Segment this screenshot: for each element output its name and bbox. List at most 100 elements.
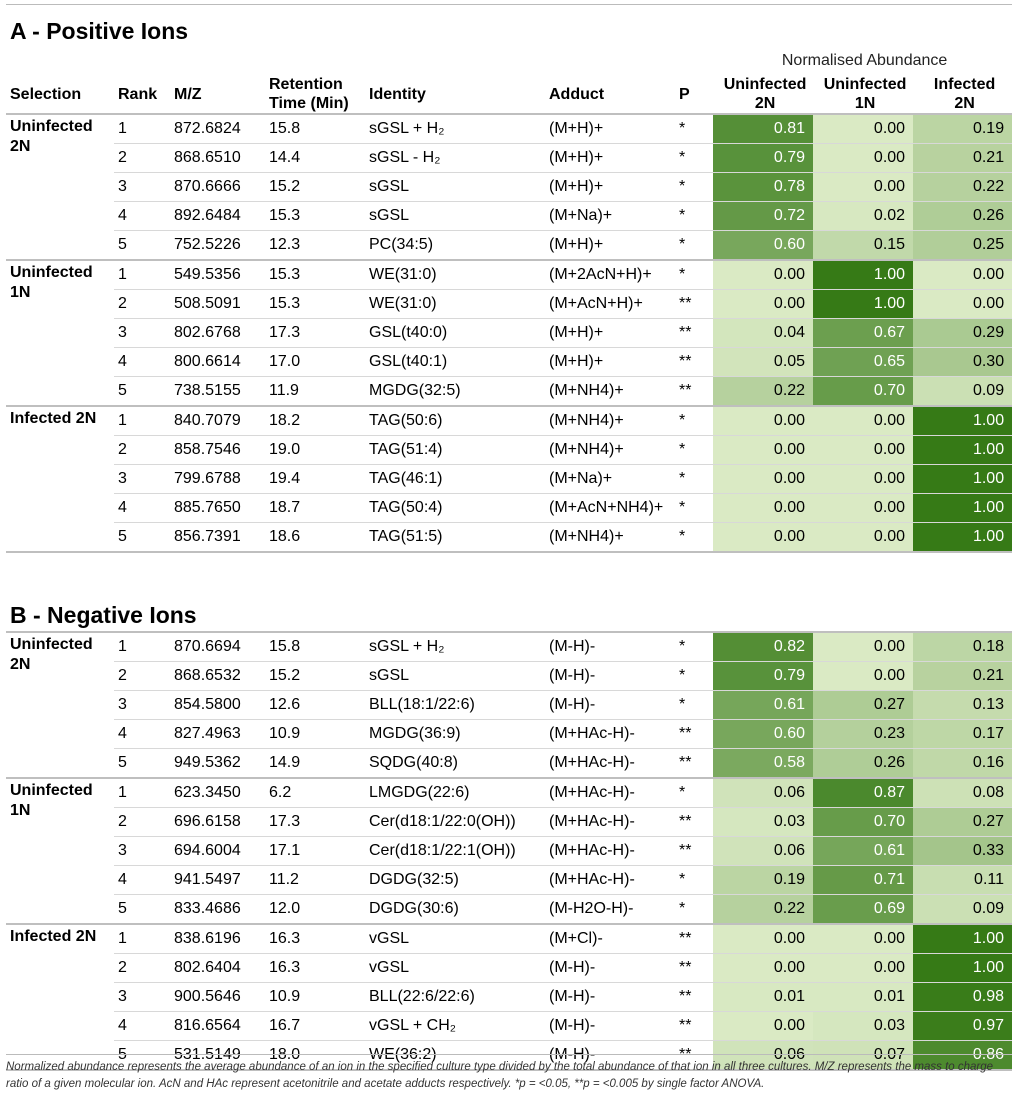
uninfected-2n-value: 0.78 — [713, 172, 814, 202]
p-value-cell: * — [675, 260, 714, 290]
adduct-cell: (M+NH4)+ — [545, 522, 675, 553]
mz-cell: 696.6158 — [170, 807, 265, 837]
identity-cell: vGSL — [365, 924, 545, 954]
infected-2n-value: 0.00 — [913, 260, 1013, 290]
mz-cell: 868.6532 — [170, 661, 265, 691]
uninfected-2n-value: 0.72 — [713, 201, 814, 231]
uninfected-1n-value: 0.00 — [813, 632, 913, 662]
adduct-cell: (M+Na)+ — [545, 464, 675, 494]
retention-time-cell: 19.0 — [265, 435, 365, 465]
retention-time-cell: 16.7 — [265, 1011, 365, 1041]
p-value-cell: ** — [675, 836, 713, 866]
infected-2n-value: 1.00 — [913, 406, 1013, 436]
rank-cell: 2 — [114, 435, 170, 465]
adduct-cell: (M-H)- — [545, 690, 675, 720]
normalised-header-row: Normalised Abundance — [6, 47, 1012, 75]
adduct-cell: (M-H2O-H)- — [545, 894, 675, 925]
rank-cell: 1 — [114, 778, 170, 808]
table-row: 5 833.4686 12.0 DGDG(30:6) (M-H2O-H)- * 0.22 0.… — [6, 894, 1012, 925]
adduct-cell: (M+NH4)+ — [545, 435, 675, 465]
infected-2n-value: 0.26 — [913, 201, 1013, 231]
retention-time-cell: 10.9 — [265, 719, 365, 749]
uninfected-2n-value: 0.06 — [713, 836, 813, 866]
infected-2n-value: 0.09 — [913, 376, 1013, 407]
uninfected-1n-value: 0.69 — [813, 894, 913, 925]
col-identity: Identity — [365, 75, 545, 115]
uninfected-2n-value: 0.60 — [713, 719, 813, 749]
identity-cell: SQDG(40:8) — [365, 748, 545, 779]
p-value-cell: * — [675, 406, 714, 436]
infected-2n-value: 0.97 — [913, 1011, 1012, 1041]
retention-time-cell: 15.3 — [265, 201, 365, 231]
mz-cell: 840.7079 — [170, 406, 265, 436]
uninfected-1n-value: 1.00 — [813, 260, 914, 290]
top-rule — [6, 4, 1012, 5]
col-u2n-line1: Uninfected — [723, 76, 807, 93]
mz-cell: 870.6694 — [170, 632, 265, 662]
identity-cell: vGSL + CH₂ — [365, 1011, 545, 1041]
rank-cell: 2 — [114, 289, 170, 319]
retention-time-cell: 10.9 — [265, 982, 365, 1012]
mz-cell: 752.5226 — [170, 230, 265, 261]
uninfected-2n-value: 0.00 — [713, 260, 814, 290]
adduct-cell: (M-H)- — [545, 632, 675, 662]
uninfected-2n-value: 0.04 — [713, 318, 814, 348]
p-value-cell: * — [675, 493, 714, 523]
identity-cell: GSL(t40:0) — [365, 318, 545, 348]
uninfected-1n-value: 0.03 — [813, 1011, 913, 1041]
col-uninfected-1n: Uninfected 1N — [813, 75, 914, 115]
mz-cell: 827.4963 — [170, 719, 265, 749]
p-value-cell: * — [675, 522, 714, 553]
adduct-cell: (M+H)+ — [545, 172, 675, 202]
adduct-cell: (M+HAc-H)- — [545, 807, 675, 837]
mz-cell: 799.6788 — [170, 464, 265, 494]
table-row: Infected 2N 1 840.7079 18.2 TAG(50:6) (M+NH4)… — [6, 406, 1013, 553]
col-u1n-line2: 1N — [854, 95, 876, 112]
p-value-cell: * — [675, 114, 714, 144]
negative-ions-table: Uninfected 2N 1 870.6694 15.8 sGSL + H₂ (M-H)… — [6, 631, 1012, 1071]
retention-time-cell: 12.0 — [265, 894, 365, 925]
identity-cell: MGDG(32:5) — [365, 376, 545, 407]
infected-2n-value: 0.18 — [913, 632, 1012, 662]
adduct-cell: (M+AcN+NH4)+ — [545, 493, 675, 523]
column-header-row: Selection Rank M/Z Retention Time (Min) I… — [6, 75, 1013, 115]
uninfected-2n-value: 0.00 — [713, 522, 814, 553]
table-row: 5 856.7391 18.6 TAG(51:5) (M+NH4)+ * 0.00 0.00 1… — [6, 522, 1013, 553]
p-value-cell: * — [675, 435, 714, 465]
identity-cell: WE(31:0) — [365, 260, 545, 290]
mz-cell: 800.6614 — [170, 347, 265, 377]
adduct-cell: (M+AcN+H)+ — [545, 289, 675, 319]
rank-cell: 3 — [114, 982, 170, 1012]
col-rt-line2: Time (Min) — [269, 95, 349, 112]
col-i2n-line1: Infected — [933, 76, 996, 93]
positive-ions-body: Uninfected 2N 1 872.6824 15.8 sGSL + H₂ (M+H)… — [6, 114, 1013, 553]
uninfected-2n-value: 0.03 — [713, 807, 813, 837]
identity-cell: DGDG(32:5) — [365, 865, 545, 895]
identity-cell: sGSL + H₂ — [365, 114, 545, 144]
col-u1n-line1: Uninfected — [823, 76, 907, 93]
col-adduct: Adduct — [545, 75, 675, 115]
col-p: P — [675, 75, 714, 115]
table-row: 2 802.6404 16.3 vGSL (M-H)- ** 0.00 0.00 1.00 — [6, 953, 1012, 983]
mz-cell: 802.6768 — [170, 318, 265, 348]
retention-time-cell: 18.0 — [265, 1040, 365, 1071]
infected-2n-value: 1.00 — [913, 464, 1013, 494]
identity-cell: MGDG(36:9) — [365, 719, 545, 749]
uninfected-1n-value: 0.00 — [813, 435, 914, 465]
uninfected-1n-value: 0.02 — [813, 201, 914, 231]
p-value-cell: ** — [675, 318, 714, 348]
retention-time-cell: 15.2 — [265, 172, 365, 202]
p-value-cell: * — [675, 778, 713, 808]
p-value-cell: * — [675, 632, 713, 662]
infected-2n-value: 0.30 — [913, 347, 1013, 377]
retention-time-cell: 12.3 — [265, 230, 365, 261]
adduct-cell: (M-H)- — [545, 661, 675, 691]
uninfected-1n-value: 0.00 — [813, 661, 913, 691]
uninfected-2n-value: 0.00 — [713, 464, 814, 494]
table-row: 3 900.5646 10.9 BLL(22:6/22:6) (M-H)- ** 0.01 0… — [6, 982, 1012, 1012]
identity-cell: LMGDG(22:6) — [365, 778, 545, 808]
col-retention-time: Retention Time (Min) — [265, 75, 365, 115]
uninfected-1n-value: 0.87 — [813, 778, 913, 808]
table-row: 3 802.6768 17.3 GSL(t40:0) (M+H)+ ** 0.04 0.67 0… — [6, 318, 1013, 348]
p-value-cell: * — [675, 201, 714, 231]
